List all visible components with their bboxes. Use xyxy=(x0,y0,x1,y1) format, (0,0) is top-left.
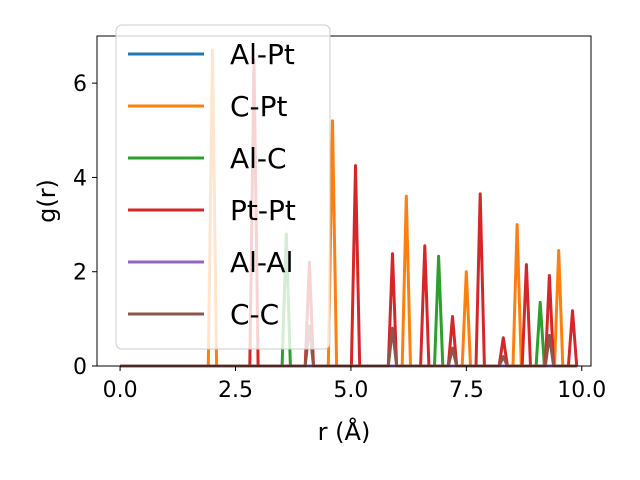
x-tick-label: 5.0 xyxy=(333,378,368,403)
legend-label: Pt-Pt xyxy=(230,194,296,227)
y-axis: 0 2 4 6 xyxy=(73,72,97,380)
legend-label: Al-Pt xyxy=(230,38,295,71)
series-line-c-c xyxy=(120,324,578,368)
x-tick-label: 2.5 xyxy=(218,378,253,403)
plot-frame xyxy=(96,35,592,367)
y-axis-label: g(r) xyxy=(33,179,61,223)
x-axis-label: r (Å) xyxy=(318,417,371,446)
y-tick-label: 4 xyxy=(73,166,87,191)
legend-label: Al-C xyxy=(230,142,287,175)
x-axis: 0.0 2.5 5.0 7.5 10.0 xyxy=(103,366,606,403)
y-tick-label: 2 xyxy=(73,261,87,286)
x-tick-label: 0.0 xyxy=(103,378,138,403)
legend-label: Al-Al xyxy=(230,246,293,279)
legend-label: C-C xyxy=(230,298,279,331)
legend-label: C-Pt xyxy=(230,90,288,123)
x-tick-label: 7.5 xyxy=(449,378,484,403)
y-tick-label: 0 xyxy=(73,355,87,380)
x-tick-label: 10.0 xyxy=(557,378,606,403)
y-tick-label: 6 xyxy=(73,72,87,97)
legend: Al-Pt C-Pt Al-C Pt-Pt Al-Al C-C xyxy=(115,24,331,350)
legend-box xyxy=(115,24,331,350)
